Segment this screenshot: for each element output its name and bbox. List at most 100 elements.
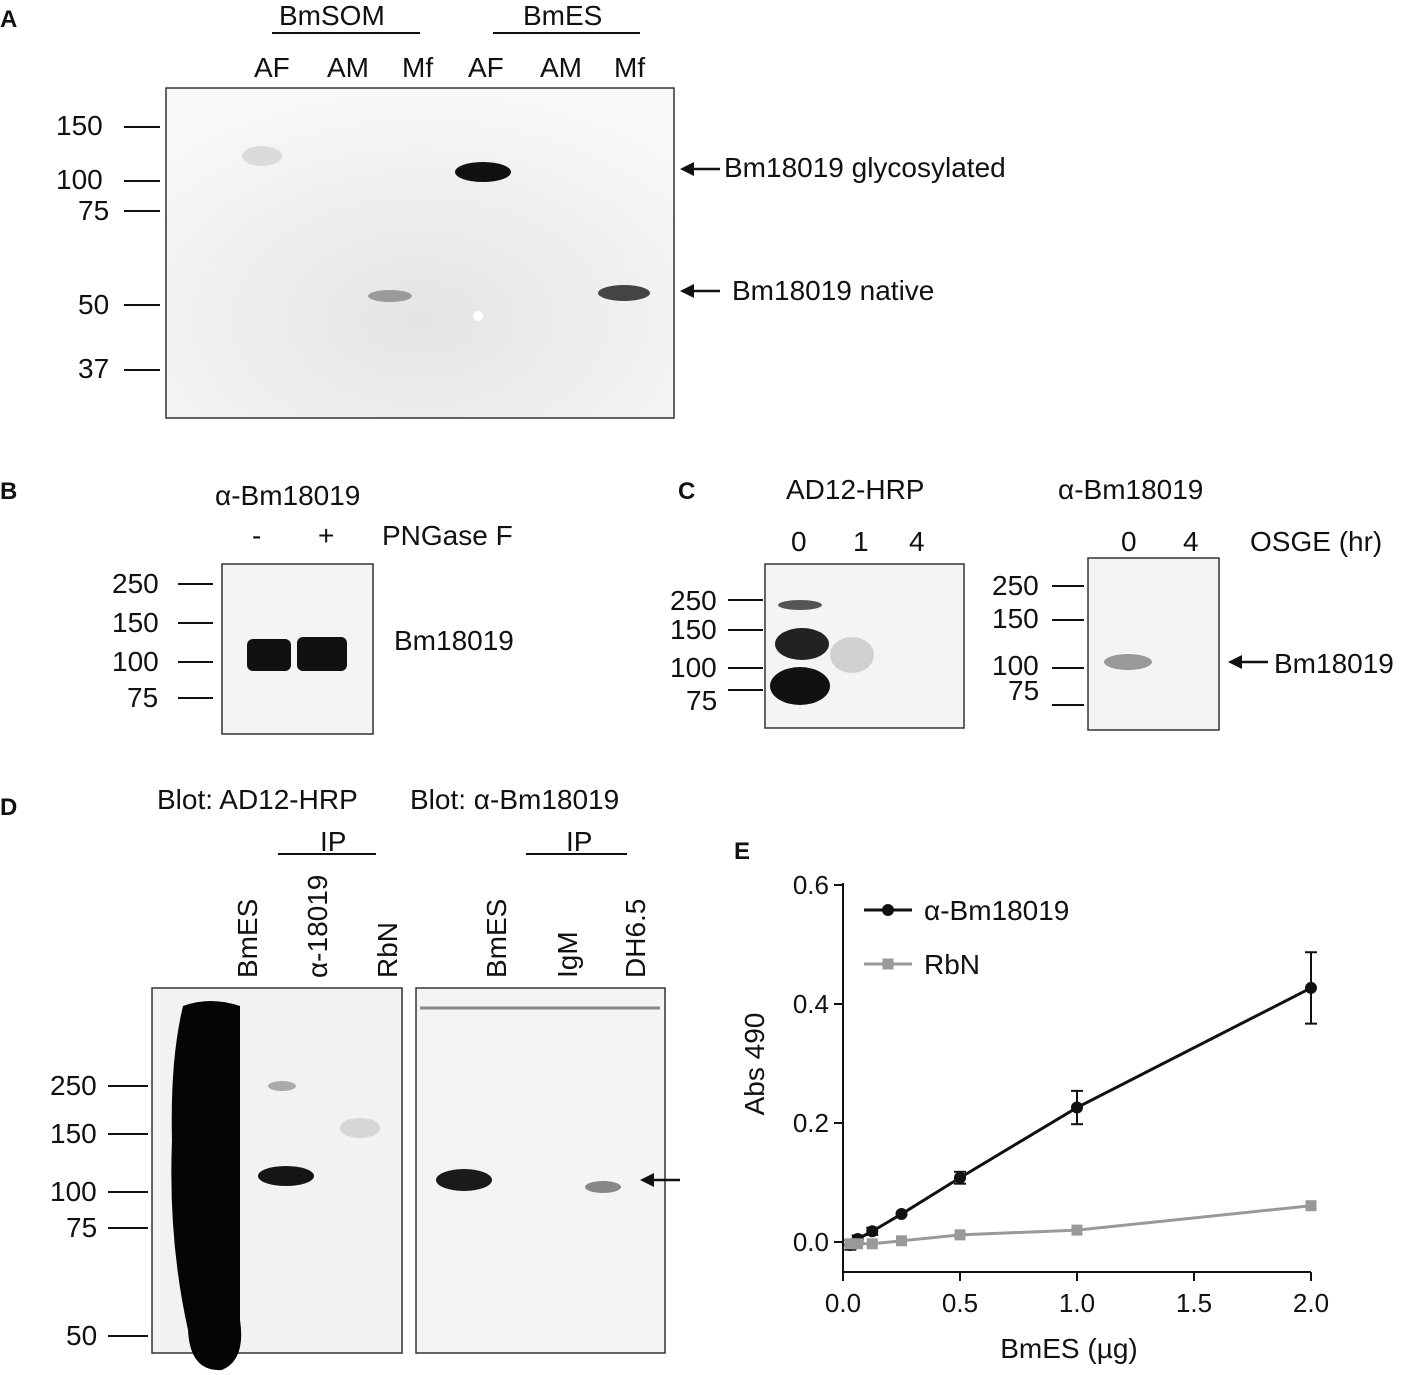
- lane-c1-0: 0: [791, 526, 807, 557]
- marker-a-75: 75: [78, 195, 110, 226]
- series-line-0: [849, 986, 1312, 1247]
- label-b-pngase: PNGase F: [382, 520, 513, 551]
- data-point: [866, 1238, 878, 1250]
- label-c-blot2: α-Bm18019: [1058, 474, 1204, 505]
- markers-c1-ticks: [728, 599, 763, 691]
- blot-a-membrane: [165, 87, 675, 419]
- marker-d-75: 75: [66, 1212, 98, 1243]
- band-c1-100: [770, 667, 830, 705]
- label-glycosylated: Bm18019 glycosylated: [724, 152, 1006, 183]
- x-tick-label: 2.0: [1293, 1288, 1329, 1318]
- label-d-ip1: IP: [320, 826, 347, 857]
- markers-d-ticks: [108, 1085, 148, 1337]
- marker-c1-75: 75: [686, 685, 718, 716]
- marker-c2-75: 75: [1008, 675, 1040, 706]
- chart-e-legend: α-Bm18019 RbN: [864, 895, 1069, 980]
- y-tick-label: 0.6: [793, 870, 829, 900]
- data-point: [844, 1238, 856, 1250]
- marker-b-250: 250: [112, 568, 159, 599]
- label-d-ip2: IP: [566, 826, 593, 857]
- y-tick-label: 0.4: [793, 989, 829, 1019]
- data-point: [1071, 1101, 1083, 1114]
- marker-a-50: 50: [78, 289, 110, 320]
- band-b-minus: [247, 639, 291, 671]
- label-c-blot1: AD12-HRP: [786, 474, 925, 505]
- band-a-som-mf: [368, 290, 412, 302]
- band-c1-150: [775, 628, 829, 660]
- data-point: [954, 1229, 966, 1241]
- y-axis-label: Abs 490: [739, 1013, 770, 1116]
- lane-a-2: AM: [327, 52, 369, 83]
- panel-e-letter: E: [734, 838, 751, 865]
- legend-marker-1: [882, 958, 894, 970]
- marker-b-100: 100: [112, 646, 159, 677]
- band-c1-lane1: [830, 637, 874, 673]
- lane-c2-0: 0: [1121, 526, 1137, 557]
- lane-c2-4: 4: [1183, 526, 1199, 557]
- lane-a-6: Mf: [614, 52, 646, 83]
- data-point: [1071, 1224, 1083, 1236]
- label-d-blot2: Blot: α-Bm18019: [410, 784, 620, 815]
- band-d1-ip: [258, 1166, 314, 1186]
- lane-c1-4: 4: [909, 526, 925, 557]
- x-tick-label: 0.5: [942, 1288, 978, 1318]
- band-d1-bmes-smear: [171, 1001, 242, 1371]
- legend-marker-0: [882, 904, 894, 916]
- marker-c2-150: 150: [992, 603, 1039, 634]
- marker-a-150: 150: [56, 110, 103, 141]
- panel-c-graphics: [728, 557, 1268, 731]
- band-a-af-faint: [242, 146, 282, 166]
- label-bmes: BmES: [523, 0, 603, 31]
- marker-b-150: 150: [112, 607, 159, 638]
- band-b-plus: [297, 637, 347, 671]
- band-c2-0: [1104, 654, 1152, 670]
- x-tick-label: 1.5: [1176, 1288, 1212, 1318]
- marker-a-100: 100: [56, 164, 103, 195]
- panel-d-letter: D: [0, 794, 18, 821]
- marker-d-50: 50: [66, 1320, 98, 1351]
- label-c-band: Bm18019: [1274, 648, 1394, 679]
- lane-a-3: Mf: [402, 52, 434, 83]
- data-point: [1305, 981, 1317, 994]
- x-axis-label: BmES (µg): [1000, 1333, 1137, 1364]
- lane-a-5: AM: [540, 52, 582, 83]
- marker-a-37: 37: [78, 353, 110, 384]
- legend-label-1: RbN: [924, 949, 980, 980]
- y-tick-label: 0.0: [793, 1227, 829, 1257]
- data-point: [852, 1238, 864, 1250]
- data-point: [896, 1235, 907, 1247]
- band-d2-bmes: [436, 1169, 492, 1191]
- chart-e-series: [844, 951, 1317, 1251]
- panel-d-graphics: [108, 853, 680, 1371]
- marker-c1-250: 250: [670, 585, 717, 616]
- band-d1-ip-250: [268, 1081, 296, 1091]
- marker-c1-100: 100: [670, 652, 717, 683]
- markers-c2-ticks: [1052, 585, 1084, 706]
- label-bmsom: BmSOM: [279, 0, 385, 31]
- marker-c2-100: 100: [992, 650, 1039, 681]
- legend-label-0: α-Bm18019: [924, 895, 1069, 926]
- data-point: [1305, 1200, 1317, 1212]
- band-a-es-mf: [598, 285, 650, 301]
- marker-d-150: 150: [50, 1118, 97, 1149]
- lane-a-1: AF: [254, 52, 290, 83]
- arrows-a: [680, 162, 720, 298]
- data-point: [895, 1208, 908, 1221]
- band-d1-rbn: [340, 1118, 380, 1138]
- lane-c1-1: 1: [853, 526, 869, 557]
- label-b-band: Bm18019: [394, 625, 514, 656]
- panel-b-graphics: [178, 563, 374, 735]
- marker-b-75: 75: [127, 682, 159, 713]
- data-point: [954, 1171, 966, 1184]
- panel-b-letter: B: [0, 478, 18, 505]
- panel-c-letter: C: [678, 478, 696, 505]
- y-tick-label: 0.2: [793, 1108, 829, 1138]
- lane-a-4: AF: [468, 52, 504, 83]
- label-c-osge: OSGE (hr): [1250, 526, 1383, 557]
- label-native: Bm18019 native: [732, 275, 935, 306]
- panel-a-letter: A: [0, 6, 18, 33]
- band-c1-250: [778, 600, 822, 610]
- label-b-minus: -: [252, 520, 262, 551]
- marker-d-100: 100: [50, 1176, 97, 1207]
